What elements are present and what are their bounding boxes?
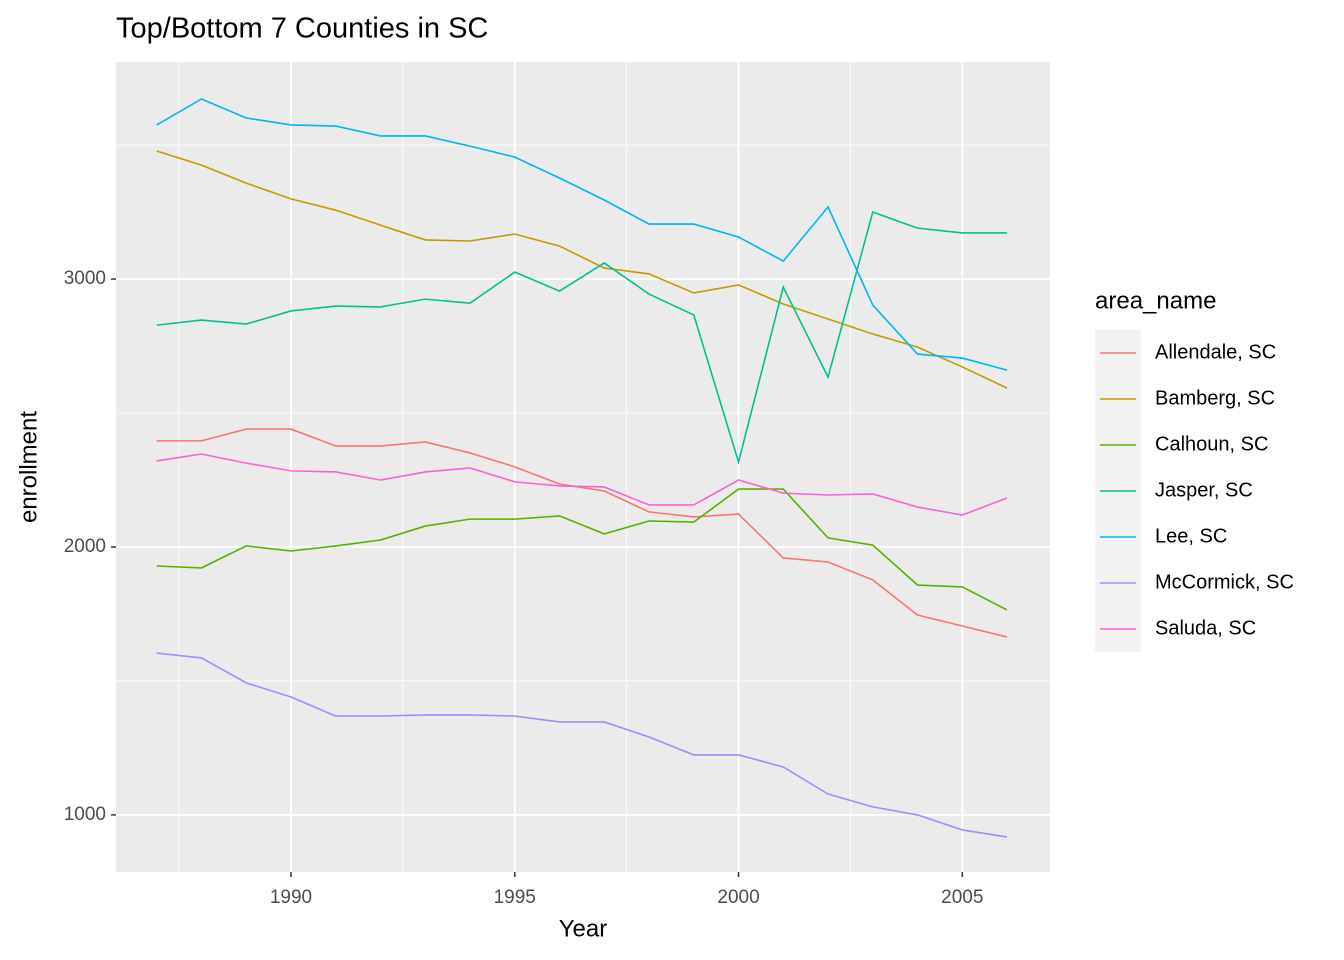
chart-title: Top/Bottom 7 Counties in SC	[116, 13, 488, 45]
legend-label: Allendale, SC	[1155, 341, 1276, 363]
line-series	[156, 98, 1008, 371]
line-series	[156, 453, 1008, 516]
legend-label: Bamberg, SC	[1155, 387, 1275, 409]
x-tick-label: 2000	[717, 887, 759, 908]
legend-label: McCormick, SC	[1155, 571, 1294, 593]
x-axis-title: Year	[559, 915, 608, 942]
x-tick-label: 1995	[494, 887, 536, 908]
legend-label: Lee, SC	[1155, 525, 1227, 547]
legend-label: Calhoun, SC	[1155, 433, 1268, 455]
y-tick-label: 2000	[64, 536, 106, 557]
y-tick-label: 1000	[64, 804, 106, 825]
legend-label: Saluda, SC	[1155, 617, 1256, 639]
legend-title: area_name	[1095, 287, 1216, 314]
line-series	[156, 652, 1008, 838]
x-tick-label: 2005	[941, 887, 983, 908]
line-series	[156, 428, 1008, 638]
line-series	[156, 150, 1008, 389]
y-axis-title: enrollment	[15, 411, 42, 523]
legend-label: Jasper, SC	[1155, 479, 1253, 501]
y-tick-label: 3000	[64, 268, 106, 289]
line-series	[156, 488, 1008, 611]
line-series	[156, 211, 1008, 466]
x-tick-label: 1990	[270, 887, 312, 908]
panel	[116, 62, 1050, 872]
